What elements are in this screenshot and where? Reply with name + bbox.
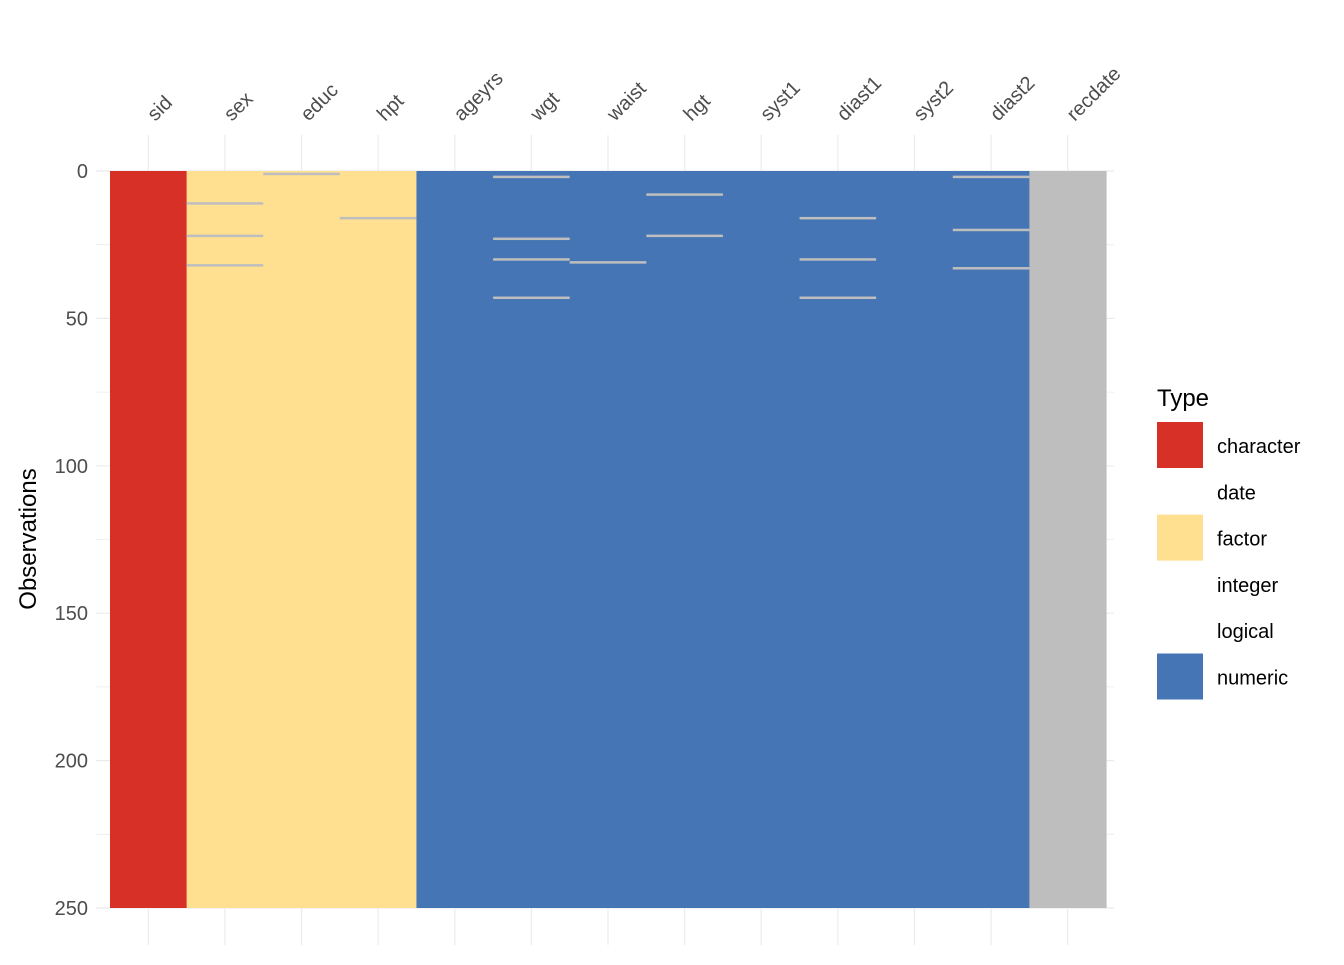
legend-key-numeric xyxy=(1157,653,1203,700)
column-cell-wgt xyxy=(493,171,571,908)
y-tick-label: 100 xyxy=(55,456,88,478)
x-tick-label: wgt xyxy=(526,88,565,127)
legend-label-numeric: numeric xyxy=(1217,668,1288,690)
column-cell-sex xyxy=(186,171,264,908)
column-cell-hgt xyxy=(646,171,724,908)
column-cell-waist xyxy=(569,171,647,908)
missing-mark-wgt xyxy=(493,237,570,241)
legend-label-integer: integer xyxy=(1217,575,1278,597)
missing-mark-diast2 xyxy=(952,267,1030,270)
type-cells xyxy=(110,171,1107,908)
x-tick-label: sex xyxy=(220,88,258,126)
y-tick-label: 150 xyxy=(55,603,88,625)
column-cell-recdate xyxy=(1029,171,1107,908)
column-cell-ageyrs xyxy=(416,171,494,908)
legend-title: Type xyxy=(1157,385,1209,412)
x-tick-label: hpt xyxy=(373,90,409,126)
legend-key-factor xyxy=(1157,514,1203,561)
y-axis-title: Observations xyxy=(15,468,42,609)
x-tick-label: syst2 xyxy=(909,77,958,126)
missing-mark-diast2 xyxy=(952,175,1030,179)
y-tick-label: 50 xyxy=(66,308,88,330)
x-tick-label: diast2 xyxy=(986,72,1039,125)
x-tick-label: sid xyxy=(143,92,177,126)
legend-key-character xyxy=(1157,422,1203,468)
legend: Type character date factor integer logical nu… xyxy=(1157,385,1301,700)
missing-mark-waist xyxy=(569,261,647,264)
missing-mark-diast1 xyxy=(799,296,877,300)
missing-mark-educ xyxy=(263,172,340,176)
column-cell-diast1 xyxy=(799,171,877,908)
missing-mark-wgt xyxy=(493,296,570,300)
missing-mark-hgt xyxy=(646,234,723,238)
column-cell-syst1 xyxy=(722,171,801,908)
missing-mark-diast1 xyxy=(799,216,877,220)
x-tick-label: educ xyxy=(297,79,343,125)
column-cell-hpt xyxy=(339,171,418,908)
missing-mark-wgt xyxy=(493,258,570,261)
column-cell-educ xyxy=(263,171,341,908)
missing-mark-hpt xyxy=(339,216,417,220)
legend-label-factor: factor xyxy=(1217,529,1267,551)
y-tick-labels: 0 50 100 150 200 250 xyxy=(55,161,88,920)
missing-marks xyxy=(186,172,1030,300)
x-tick-label: hgt xyxy=(680,90,716,126)
missing-mark-diast2 xyxy=(952,228,1030,232)
y-tick-label: 0 xyxy=(77,161,88,183)
x-tick-label: diast1 xyxy=(833,72,886,125)
x-tick-labels: sid sex educ hpt ageyrs wgt waist hgt syst1 diast… xyxy=(143,63,1125,126)
column-cell-syst2 xyxy=(876,171,954,908)
missing-mark-sex xyxy=(186,264,264,267)
y-tick-label: 250 xyxy=(55,898,88,920)
missing-mark-diast1 xyxy=(799,258,877,261)
missing-mark-hgt xyxy=(646,193,723,196)
missing-mark-sex xyxy=(186,202,264,205)
column-cell-diast2 xyxy=(952,171,1030,908)
missing-mark-sex xyxy=(186,234,264,238)
legend-label-character: character xyxy=(1217,436,1301,458)
y-tick-label: 200 xyxy=(55,751,88,773)
x-tick-label: syst1 xyxy=(756,77,805,126)
x-tick-label: ageyrs xyxy=(450,68,508,126)
column-cell-sid xyxy=(110,171,188,908)
x-tick-label: waist xyxy=(602,77,651,126)
missing-mark-wgt xyxy=(493,175,570,179)
legend-label-logical: logical xyxy=(1217,621,1274,643)
legend-label-date: date xyxy=(1217,482,1256,504)
x-tick-label: recdate xyxy=(1063,63,1126,126)
